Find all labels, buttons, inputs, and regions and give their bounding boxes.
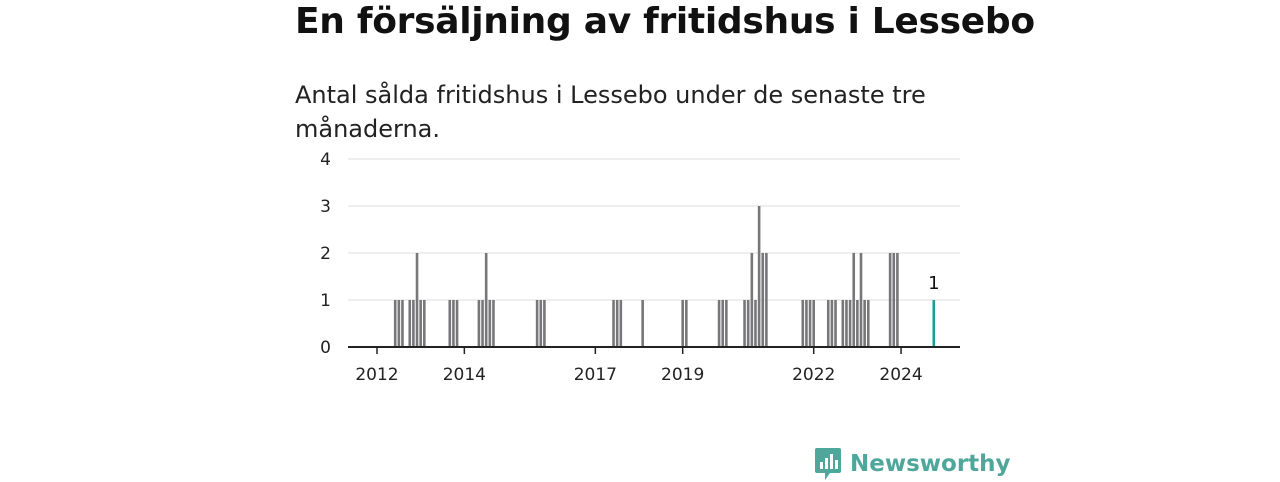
y-tick-label: 4 (320, 150, 331, 170)
bar (641, 300, 644, 347)
bar (481, 300, 484, 347)
bar (746, 300, 750, 347)
bar (717, 300, 721, 347)
bar (750, 253, 754, 347)
bar (412, 300, 415, 347)
y-tick-label: 0 (320, 338, 331, 358)
bar (830, 300, 834, 347)
bar (801, 300, 805, 347)
brand-name: Newsworthy (850, 451, 1011, 477)
y-tick-label: 2 (320, 244, 331, 264)
bar (757, 206, 761, 347)
bar (452, 300, 455, 347)
bar (721, 300, 725, 347)
bar (761, 253, 765, 347)
bar (484, 253, 488, 347)
bar (743, 300, 746, 347)
bar (539, 300, 543, 347)
x-tick-label: 2014 (443, 365, 486, 385)
bar (401, 300, 404, 347)
x-tick-label: 2012 (355, 365, 398, 385)
bar (492, 300, 495, 347)
y-tick-label: 1 (320, 291, 331, 311)
bar (612, 300, 615, 347)
bar (488, 300, 492, 347)
bar (841, 300, 845, 347)
bar (826, 300, 830, 347)
bar (805, 300, 808, 347)
bar (543, 300, 546, 347)
bar (415, 253, 419, 347)
chart-subtitle: Antal sålda fritidshus i Lessebo under d… (295, 81, 926, 143)
x-tick-label: 2024 (879, 365, 922, 385)
bar (615, 300, 619, 347)
bar (685, 300, 688, 347)
newsworthy-logo-icon (815, 448, 841, 480)
x-tick-label: 2017 (574, 365, 617, 385)
bar (455, 300, 459, 347)
bar (408, 300, 412, 347)
bar (448, 300, 452, 347)
bar (535, 300, 539, 347)
bar (754, 300, 757, 347)
bar (619, 300, 623, 347)
bar (397, 300, 401, 347)
bar (419, 300, 422, 347)
bar (725, 300, 728, 347)
data-label: 1 (928, 273, 939, 294)
x-tick-label: 2019 (661, 365, 704, 385)
bar (393, 300, 397, 347)
bar (866, 300, 870, 347)
bar (834, 300, 837, 347)
bar (848, 300, 852, 347)
bar (423, 300, 426, 347)
brand-logo: Newsworthy (814, 446, 1011, 482)
bar (812, 300, 815, 347)
bar (681, 300, 684, 347)
bar (863, 300, 866, 347)
bar-highlight (932, 300, 936, 347)
bar (892, 253, 896, 347)
bar (859, 253, 863, 347)
bar (845, 300, 848, 347)
bar (888, 253, 892, 347)
bar (765, 253, 768, 347)
x-tick-label: 2022 (792, 365, 835, 385)
y-tick-label: 3 (320, 197, 331, 217)
bar (477, 300, 481, 347)
bar (852, 253, 856, 347)
bar (896, 253, 899, 347)
bar (856, 300, 859, 347)
chart-title: En försäljning av fritidshus i Lessebo (295, 1, 1035, 42)
bar (808, 300, 812, 347)
